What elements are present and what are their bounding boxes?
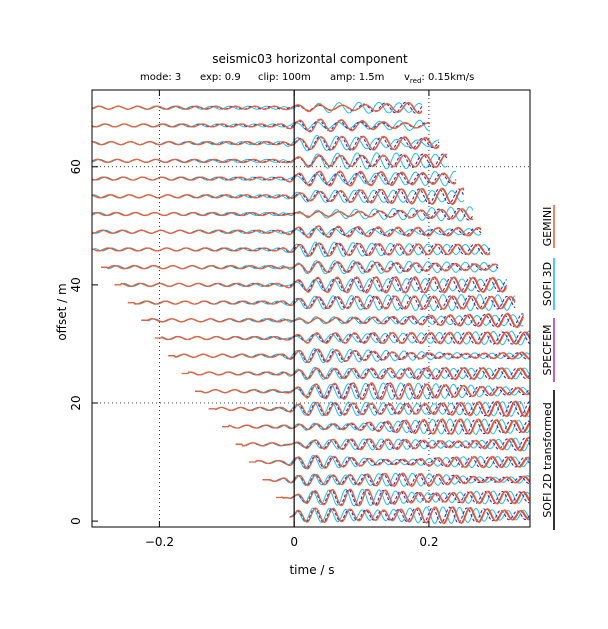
trace-gemini (91, 101, 423, 114)
subtitle-clip: clip: 100m (258, 72, 311, 83)
trace-gemini (249, 454, 530, 470)
y-axis-label: offset / m (55, 283, 69, 340)
legend: GEMINI SOFI 3D SPECFEM SOFI 2D transformed (541, 205, 555, 530)
trace-gemini (91, 153, 448, 168)
trace-offset-16 (222, 418, 530, 436)
trace-gemini (262, 472, 531, 488)
trace-blue (127, 295, 516, 310)
trace-blue (289, 506, 531, 524)
trace-gemini (127, 295, 516, 310)
trace-blue (276, 489, 530, 507)
trace-gemini (195, 382, 530, 401)
legend-label: GEMINI (541, 207, 554, 247)
trace-gemini (141, 312, 524, 329)
trace-offset-34 (141, 312, 524, 329)
trace-gemini (91, 118, 431, 133)
trace-offset-10 (249, 454, 530, 470)
y-axis-ticks: 0 20 40 60 (69, 159, 98, 525)
trace-gemini (154, 331, 531, 345)
trace-offset-31 (154, 330, 531, 346)
trace-gemini (208, 400, 531, 418)
trace-offset-55 (91, 187, 465, 205)
trace-offset-13 (235, 436, 531, 452)
legend-label: SPECFEM (541, 324, 554, 375)
trace-offset-49 (91, 225, 482, 239)
trace-blue (195, 382, 530, 400)
subtitle-amp: amp: 1.5m (330, 72, 384, 83)
subtitle-exp: exp: 0.9 (200, 72, 241, 83)
subtitle-mode: mode: 3 (140, 72, 181, 83)
trace-offset-28 (168, 348, 530, 364)
y-tick-label: 60 (69, 159, 83, 174)
trace-gemini (289, 506, 530, 525)
trace-offset-43 (101, 260, 499, 275)
trace-sofi3d (91, 119, 430, 132)
trace-offset-7 (262, 472, 531, 488)
x-axis-ticks: −0.2 0 0.2 (145, 90, 438, 549)
trace-gemini (91, 187, 465, 205)
legend-label: SOFI 3D (541, 262, 554, 306)
trace-sofi3d (127, 293, 516, 312)
trace-gemini (276, 488, 530, 507)
subtitle-vred: vred: 0.15km/s (404, 72, 474, 85)
trace-sofi3d (195, 382, 530, 400)
trace-offset-61 (91, 152, 448, 170)
trace-gemini (235, 436, 530, 452)
legend-item: SOFI 3D (541, 258, 555, 310)
trace-group (91, 101, 531, 525)
legend-item: SPECFEM (541, 318, 555, 382)
trace-gemini (114, 276, 508, 294)
legend-item: SOFI 2D transformed (541, 390, 555, 530)
trace-blue (262, 472, 530, 487)
legend-label: SOFI 2D transformed (541, 402, 554, 517)
trace-offset-37 (127, 293, 516, 312)
trace-offset-4 (276, 488, 530, 507)
x-tick-label: 0.2 (419, 535, 438, 549)
trace-gemini (222, 418, 530, 436)
y-tick-label: 40 (69, 277, 83, 292)
trace-sofi3d (101, 260, 499, 275)
trace-offset-67 (91, 118, 431, 133)
trace-gemini (92, 225, 482, 239)
trace-sofi3d (168, 348, 530, 364)
y-tick-label: 0 (69, 517, 83, 525)
trace-blue (168, 348, 530, 363)
x-tick-label: −0.2 (145, 535, 174, 549)
trace-offset-52 (91, 206, 474, 222)
legend-item: GEMINI (541, 205, 555, 248)
trace-sofi3d (235, 437, 531, 452)
trace-sofi3d (276, 488, 530, 507)
trace-offset-19 (208, 400, 531, 418)
trace-offset-22 (195, 382, 530, 401)
trace-gemini (91, 170, 457, 187)
trace-offset-25 (181, 366, 531, 381)
y-tick-label: 20 (69, 395, 83, 410)
plot-frame (91, 89, 531, 528)
trace-offset-58 (91, 170, 457, 187)
trace-offset-46 (92, 241, 491, 258)
trace-gemini (101, 261, 499, 274)
trace-offset-1 (289, 506, 531, 525)
chart-subtitle: mode: 3 exp: 0.9 clip: 100m amp: 1.5m vr… (140, 72, 474, 85)
trace-blue (91, 171, 457, 186)
grid-lines (92, 90, 530, 527)
trace-gemini (91, 135, 440, 151)
chart-title: seismic03 horizontal component (212, 52, 408, 66)
trace-offset-40 (114, 276, 508, 294)
x-axis-label: time / s (289, 563, 334, 577)
x-tick-label: 0 (290, 535, 298, 549)
trace-offset-64 (91, 134, 440, 152)
trace-gemini (92, 242, 491, 257)
trace-gemini (181, 366, 531, 380)
trace-gemini (91, 208, 474, 221)
trace-offset-70 (91, 101, 423, 114)
trace-gemini (168, 348, 530, 364)
trace-blue (114, 276, 507, 293)
